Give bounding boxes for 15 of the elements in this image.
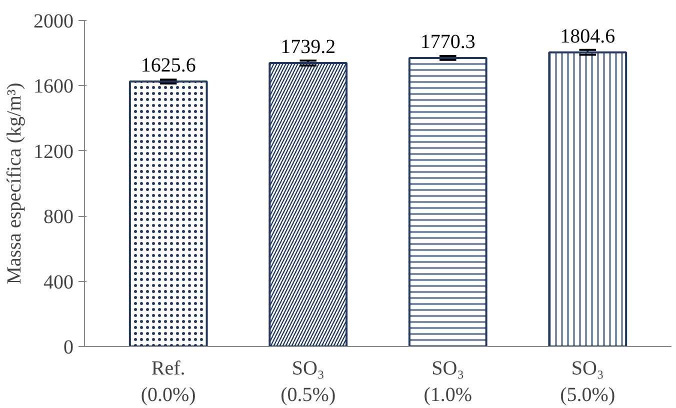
y-tick-label: 1200 — [34, 140, 74, 163]
y-tick-label: 800 — [44, 206, 74, 228]
y-tick-label: 0 — [64, 336, 74, 358]
x-tick-label: SO₃ (5.0%) — [560, 358, 616, 406]
y-axis-title: Massa específica (kg/m³) — [4, 82, 26, 284]
data-label: 1625.6 — [140, 54, 196, 77]
y-tick-label: 1600 — [34, 76, 74, 98]
y-tick-label: 2000 — [34, 10, 74, 32]
x-tick-label: SO₃ (1.0% — [424, 358, 472, 406]
y-tick-label: 400 — [44, 271, 74, 294]
x-tick-label: Ref. (0.0%) — [140, 358, 196, 406]
data-label: 1739.2 — [280, 36, 336, 58]
data-label: 1770.3 — [420, 30, 476, 53]
x-tick-label: SO₃ (0.5%) — [280, 358, 336, 406]
data-label: 1804.6 — [560, 25, 616, 48]
